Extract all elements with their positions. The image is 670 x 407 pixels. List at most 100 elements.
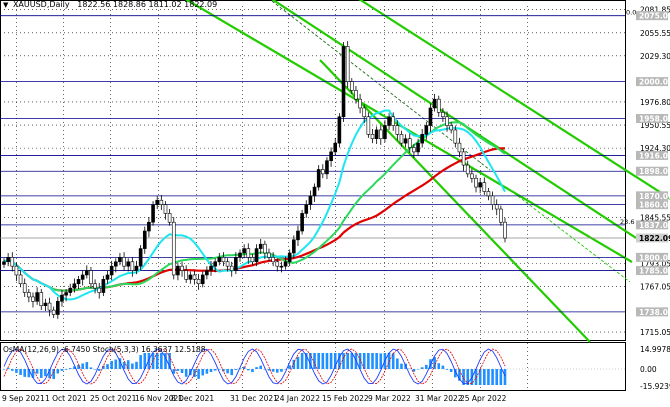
candle-body — [221, 257, 226, 263]
candle-body — [486, 191, 491, 197]
osma-bar — [131, 363, 134, 369]
candle-body — [300, 213, 304, 232]
candle-body — [333, 142, 338, 153]
osma-bar — [333, 353, 337, 369]
osma-bar — [466, 369, 470, 385]
candle-body — [27, 292, 31, 298]
time-tick-label: 9 Mar 2022 — [368, 394, 411, 403]
osma-bar — [259, 365, 263, 369]
candle-body — [499, 208, 503, 223]
osma-bar — [155, 353, 159, 369]
level-tag — [636, 166, 668, 176]
candle-body — [478, 182, 482, 188]
time-tick-label: 1 Oct 2021 — [45, 394, 87, 403]
candle-body — [196, 279, 201, 285]
candle-body — [93, 283, 97, 289]
osma-bar — [313, 353, 316, 369]
candle-body — [474, 177, 478, 188]
candle-body — [22, 283, 27, 293]
osma-bar — [15, 369, 18, 373]
level-tag-label: 1916.00 — [639, 151, 670, 160]
osma-bar — [19, 369, 22, 375]
osma-bar — [85, 362, 89, 369]
osma-bar — [60, 369, 64, 371]
candle-body — [89, 270, 93, 285]
candle-body — [321, 169, 325, 175]
osma-bar — [139, 355, 142, 369]
candle-body — [316, 169, 321, 188]
osma-bar — [201, 369, 205, 376]
osma-bar — [114, 359, 118, 369]
osma-bar — [292, 359, 296, 369]
time-tick-label: 15 Feb 2022 — [322, 394, 369, 403]
osma-bar — [102, 365, 105, 369]
candle-body — [490, 195, 495, 205]
candle-body — [242, 248, 246, 254]
candle-body — [225, 261, 230, 267]
fib-label-mid: 23.6 — [620, 218, 634, 226]
level-tag — [636, 266, 668, 276]
osma-bar — [400, 363, 403, 369]
candle-body — [445, 116, 449, 126]
fib-label-top: 0.0 — [626, 9, 636, 17]
candle-body — [105, 274, 110, 280]
candle-body — [126, 261, 131, 267]
candle-body — [163, 204, 168, 214]
osma-bar — [491, 369, 494, 385]
osma-bar — [325, 353, 329, 369]
time-tick-label: 31 Dec 2021 — [230, 394, 278, 403]
osma-bar — [379, 353, 383, 369]
candle-body — [188, 274, 193, 280]
osma-bar — [234, 369, 238, 370]
candle-body — [292, 239, 296, 254]
osma-bar — [89, 367, 93, 369]
price-tick-label: 1715.05 — [640, 328, 670, 337]
osma-bar — [317, 353, 320, 369]
candle-body — [420, 134, 424, 144]
osma-bar — [176, 369, 180, 371]
collapse-triangle-icon[interactable]: ▼ — [3, 1, 9, 9]
candle-body — [271, 257, 275, 263]
candle-body — [453, 129, 458, 144]
osma-bar — [284, 369, 287, 370]
indicator-header: OsMA(12,26,9) -6.7450 Stoch(5,3,3) 16.36… — [3, 345, 206, 354]
candle-body — [176, 265, 180, 276]
level-tag — [636, 114, 668, 124]
candle-body — [503, 221, 507, 239]
candle-body — [2, 261, 6, 265]
osma-bar — [280, 369, 283, 372]
candle-body — [39, 292, 44, 307]
osma-bar — [495, 369, 499, 385]
price-tick-label: 2055.55 — [640, 29, 670, 38]
horizontal-levels: 0.0 23.6 — [0, 9, 636, 313]
level-tag — [636, 252, 668, 262]
candle-body — [325, 160, 329, 175]
osma-bar — [275, 369, 279, 373]
chart-header: ▼ XAUUSD,Daily 1822.56 1828.86 1811.02 1… — [3, 0, 217, 9]
osma-bar — [478, 369, 482, 385]
time-tick-label: 8 Dec 2021 — [171, 394, 214, 403]
symbol-label: XAUUSD,Daily — [12, 0, 70, 9]
osma-bar — [197, 369, 200, 379]
osma-bar — [346, 353, 349, 369]
osma-bar — [251, 369, 254, 373]
osma-bar — [44, 369, 47, 377]
candlesticks — [2, 41, 507, 319]
level-tag-label: 1860.00 — [639, 201, 670, 210]
osma-bar — [118, 358, 122, 369]
level-tag-label: 1822.09 — [639, 234, 670, 243]
osma-bar — [304, 353, 308, 369]
osma-bar — [205, 369, 209, 374]
osma-panel-border — [0, 342, 626, 391]
candle-body — [366, 116, 371, 135]
osma-bar — [143, 353, 147, 369]
candle-body — [370, 134, 375, 140]
osma-bar — [454, 369, 457, 378]
candle-body — [97, 287, 102, 293]
osma-bar — [2, 369, 6, 370]
price-tick-label: 1845.55 — [640, 213, 670, 222]
osma-bar — [180, 369, 184, 374]
